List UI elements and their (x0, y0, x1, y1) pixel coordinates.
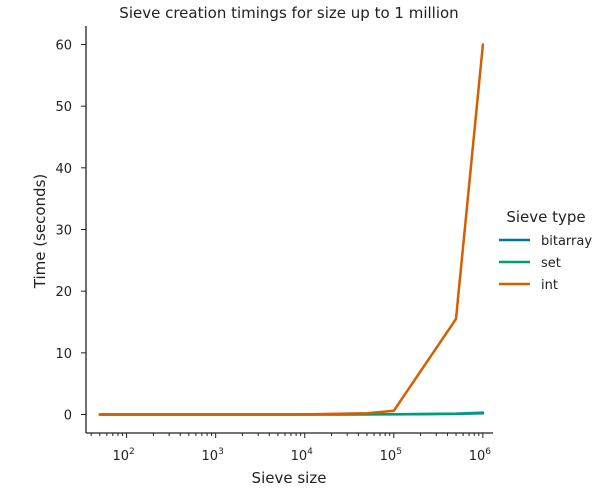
y-tick-label: 20 (55, 285, 72, 300)
plot-area: 0 10 20 30 40 50 60 102 103 104 105 106 (55, 26, 493, 464)
y-tick-label: 30 (55, 224, 72, 239)
y-tick-label: 60 (55, 39, 72, 54)
legend-label-set: set (541, 256, 561, 271)
y-tick-label: 40 (55, 162, 72, 177)
x-tick-label: 104 (291, 447, 314, 464)
series-line-int (98, 43, 485, 416)
x-tick-label: 105 (380, 447, 402, 464)
y-tick-label: 0 (64, 409, 72, 424)
y-axis-label: Time (seconds) (31, 174, 49, 290)
legend: Sieve type bitarray set int (499, 208, 592, 293)
x-tick-label: 106 (469, 447, 492, 464)
x-axis-label: Sieve size (252, 469, 327, 487)
x-tick-label: 102 (112, 447, 134, 464)
legend-title: Sieve type (506, 208, 585, 226)
chart-title: Sieve creation timings for size up to 1 … (119, 4, 458, 22)
legend-label-int: int (541, 278, 558, 293)
y-tick-label: 10 (55, 347, 72, 362)
x-tick-label: 103 (202, 447, 224, 464)
y-tick-label: 50 (55, 100, 72, 115)
legend-label-bitarray: bitarray (541, 234, 592, 249)
